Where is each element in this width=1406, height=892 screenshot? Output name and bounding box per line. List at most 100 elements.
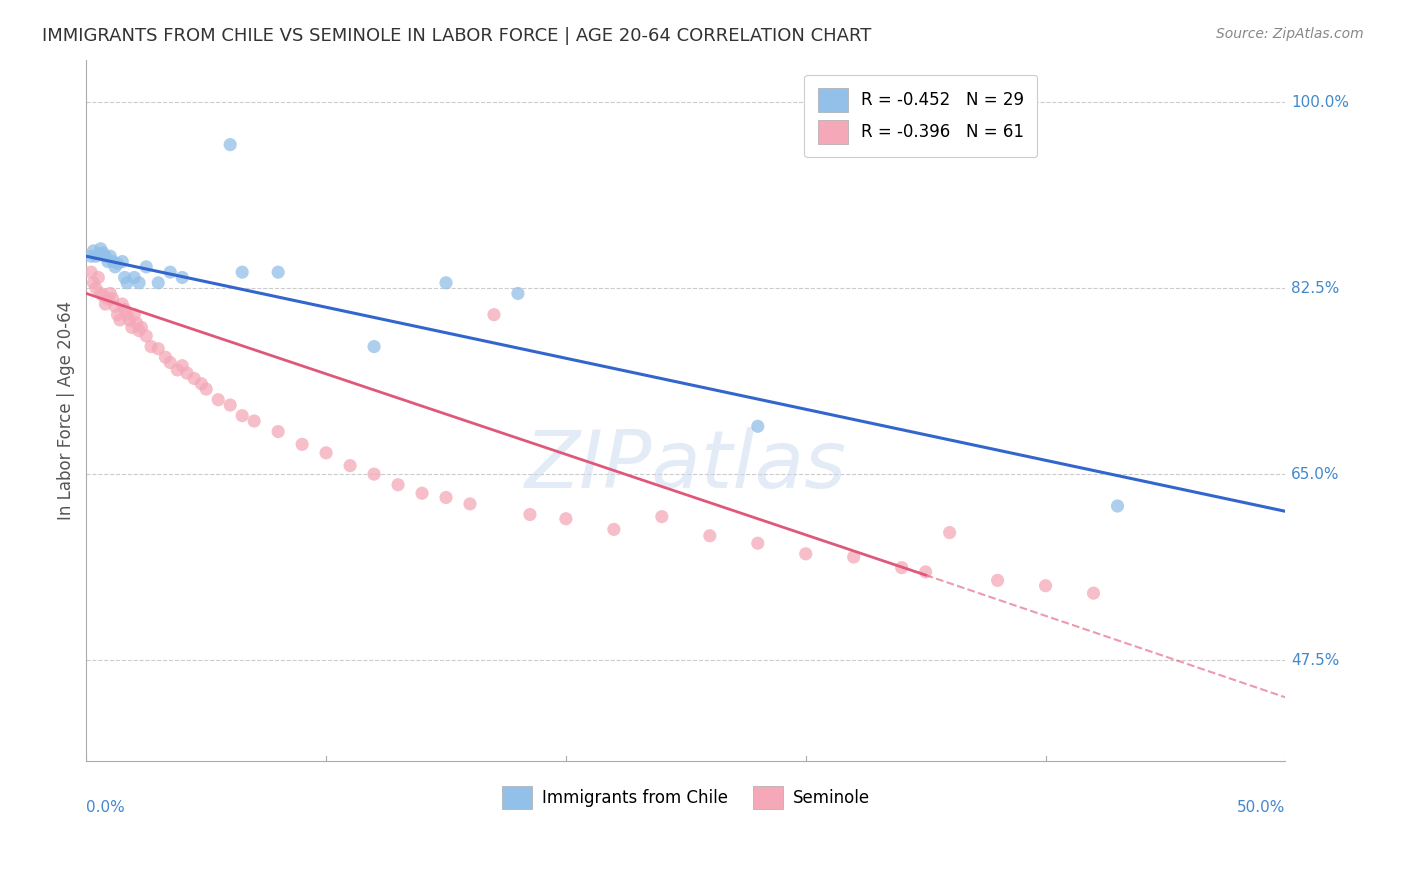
Point [176, 366, 198, 380]
Point [699, 529, 721, 543]
Point [148, 342, 170, 356]
Point [914, 565, 936, 579]
Point [94, 249, 117, 263]
Point [101, 254, 124, 268]
Point [82, 244, 104, 258]
Point [231, 409, 253, 423]
Point [159, 355, 181, 369]
Point [387, 477, 409, 491]
Point [87, 270, 110, 285]
Point [339, 458, 361, 473]
Point [938, 525, 960, 540]
Point [107, 257, 129, 271]
Point [219, 398, 242, 412]
Point [111, 297, 134, 311]
Point [101, 292, 124, 306]
Point [155, 350, 177, 364]
Point [434, 276, 457, 290]
Point [890, 560, 912, 574]
Point [82, 276, 104, 290]
Text: Source: ZipAtlas.com: Source: ZipAtlas.com [1216, 27, 1364, 41]
Point [207, 392, 229, 407]
Point [195, 382, 218, 396]
Point [97, 254, 120, 268]
Point [90, 286, 112, 301]
Point [128, 276, 150, 290]
Point [135, 329, 157, 343]
Point [1035, 579, 1057, 593]
Point [139, 340, 162, 354]
Point [111, 254, 134, 268]
Point [104, 299, 127, 313]
Point [842, 549, 865, 564]
Point [434, 491, 457, 505]
Point [104, 260, 127, 274]
Point [172, 359, 194, 373]
Text: 65.0%: 65.0% [1291, 467, 1340, 482]
Point [114, 302, 136, 317]
Point [363, 340, 385, 354]
Point [458, 497, 481, 511]
Point [125, 316, 148, 330]
Point [166, 363, 188, 377]
Point [411, 486, 433, 500]
Point [121, 320, 143, 334]
Point [315, 446, 337, 460]
Text: 100.0%: 100.0% [1291, 95, 1350, 110]
Point [80, 249, 103, 263]
Point [506, 286, 529, 301]
Point [555, 512, 578, 526]
Point [794, 547, 817, 561]
Point [97, 292, 120, 306]
Point [87, 247, 110, 261]
Point [482, 308, 505, 322]
Point [98, 249, 121, 263]
Point [172, 270, 194, 285]
Point [267, 265, 290, 279]
Point [80, 265, 103, 279]
Point [183, 371, 205, 385]
Point [84, 249, 107, 263]
Point [1083, 586, 1105, 600]
Point [243, 414, 266, 428]
Point [91, 246, 114, 260]
Point [747, 536, 769, 550]
Point [107, 308, 129, 322]
Text: 47.5%: 47.5% [1291, 653, 1340, 667]
Text: 0.0%: 0.0% [86, 799, 125, 814]
Text: 50.0%: 50.0% [1237, 799, 1285, 814]
Point [128, 324, 150, 338]
Point [115, 308, 138, 322]
Point [91, 288, 114, 302]
Point [122, 270, 145, 285]
Point [519, 508, 541, 522]
Point [267, 425, 290, 439]
Point [115, 276, 138, 290]
Point [190, 376, 212, 391]
Point [148, 276, 170, 290]
Point [231, 265, 253, 279]
Point [603, 522, 626, 536]
Point [651, 509, 673, 524]
Point [987, 574, 1010, 588]
Point [98, 286, 121, 301]
Point [114, 270, 136, 285]
Point [291, 437, 314, 451]
Point [363, 467, 385, 482]
Legend: Immigrants from Chile, Seminole: Immigrants from Chile, Seminole [495, 779, 876, 816]
Point [84, 281, 107, 295]
Text: IMMIGRANTS FROM CHILE VS SEMINOLE IN LABOR FORCE | AGE 20-64 CORRELATION CHART: IMMIGRANTS FROM CHILE VS SEMINOLE IN LAB… [42, 27, 872, 45]
Point [747, 419, 769, 434]
Point [122, 308, 145, 322]
Point [118, 313, 141, 327]
Y-axis label: In Labor Force | Age 20-64: In Labor Force | Age 20-64 [58, 301, 75, 520]
Point [108, 313, 131, 327]
Point [90, 242, 112, 256]
Text: 82.5%: 82.5% [1291, 281, 1340, 295]
Point [159, 265, 181, 279]
Point [131, 320, 153, 334]
Point [94, 297, 117, 311]
Point [1107, 499, 1129, 513]
Text: ZIPatlas: ZIPatlas [524, 427, 846, 506]
Point [219, 137, 242, 152]
